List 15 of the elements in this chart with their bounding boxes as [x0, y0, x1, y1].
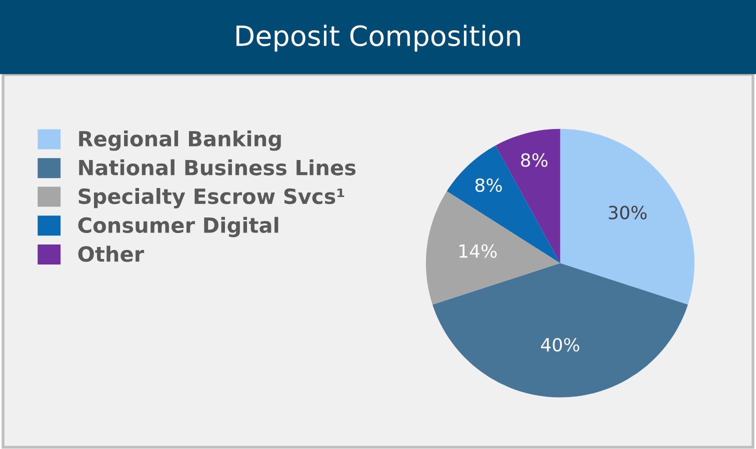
chart-title: Deposit Composition — [236, 24, 520, 52]
legend-label: Consumer Digital — [78, 216, 278, 238]
pie-slice — [560, 128, 694, 305]
pie-slice — [426, 191, 560, 305]
data-label: 8% — [521, 153, 548, 167]
data-label: 30% — [608, 206, 647, 220]
legend-label: Other — [78, 246, 144, 262]
legend-label: National Business Lines — [79, 159, 356, 176]
pie-slice — [446, 145, 560, 264]
data-label: 40% — [541, 338, 580, 352]
legend-label: Specialty Escrow Svcs¹ — [78, 188, 344, 208]
data-label: 8% — [475, 178, 502, 192]
legend-label: Regional Banking — [79, 130, 281, 151]
pie-slice — [432, 263, 688, 398]
data-label: 14% — [460, 244, 497, 258]
